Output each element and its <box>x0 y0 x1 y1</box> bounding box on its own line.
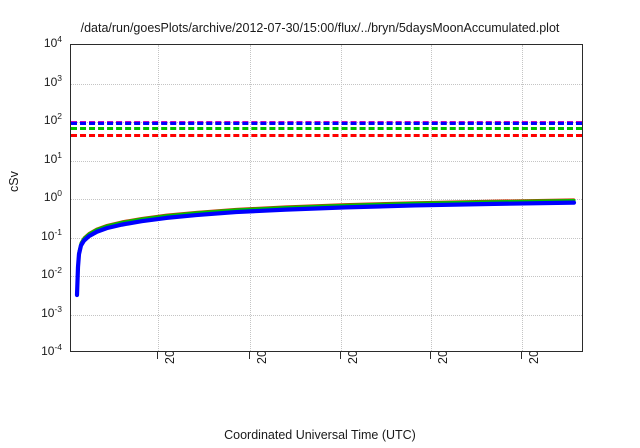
gridline-horizontal <box>71 83 582 85</box>
y-axis-tick-label: 10-3 <box>41 303 62 320</box>
gridline-horizontal <box>71 314 582 316</box>
y-axis-tick-label: 10-2 <box>41 265 62 281</box>
x-axis-tick-mark <box>249 352 250 359</box>
x-axis-tick-mark <box>340 352 341 359</box>
x-axis-tick-mark <box>430 352 431 359</box>
accumulated-dose-blue <box>74 200 577 298</box>
green-threshold <box>71 126 582 130</box>
gridline-vertical <box>158 45 159 351</box>
y-axis-tick-label: 103 <box>43 72 62 89</box>
y-axis-tick-label: 100 <box>43 188 62 204</box>
red-threshold <box>71 133 582 137</box>
gridline-vertical <box>250 45 251 351</box>
gridline-horizontal <box>71 199 582 200</box>
x-axis-tick-mark <box>157 352 158 359</box>
y-axis-tick-label: 101 <box>43 149 62 166</box>
y-axis-tick-label: 102 <box>43 111 62 127</box>
gridline-horizontal <box>71 237 582 239</box>
y-axis-tick-label: 104 <box>43 34 62 50</box>
gridline-vertical <box>431 45 432 351</box>
gridline-horizontal <box>71 276 582 277</box>
plot-area <box>70 44 583 352</box>
y-axis-tick-label: 10-4 <box>41 342 62 358</box>
y-axis-tick-label: 10-1 <box>41 226 62 243</box>
gridline-vertical <box>522 45 523 351</box>
y-axis-label: cSv <box>7 171 21 192</box>
gridline-horizontal <box>71 160 582 162</box>
data-curves <box>74 198 577 298</box>
accumulated-dose-green <box>75 198 576 295</box>
blue-threshold <box>71 122 582 125</box>
accumulated-dose-red <box>75 198 576 293</box>
x-axis-tick-mark <box>521 352 522 359</box>
x-axis-label: Coordinated Universal Time (UTC) <box>224 428 416 442</box>
gridline-vertical <box>341 45 342 351</box>
page-title: /data/run/goesPlots/archive/2012-07-30/1… <box>80 21 560 35</box>
